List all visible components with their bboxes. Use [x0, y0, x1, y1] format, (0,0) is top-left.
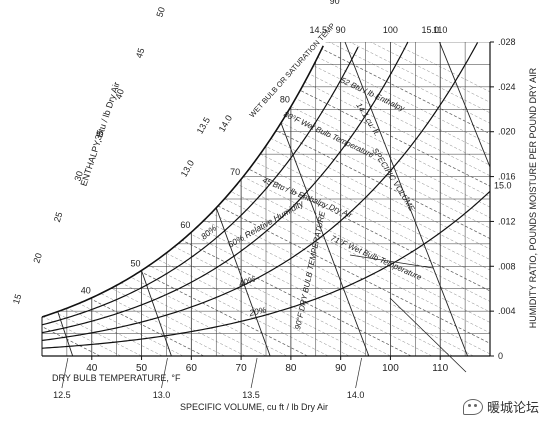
enthalpy-line: [42, 238, 225, 356]
saturation-temp-label: 50: [131, 258, 141, 268]
enthalpy-line: [42, 301, 101, 356]
top-label: 14.5: [310, 25, 328, 35]
y-tick-label: .020: [498, 127, 516, 137]
volume-leader: [250, 357, 258, 389]
saturation-temp-label: 80: [280, 95, 290, 105]
x-tick-label: 70: [236, 363, 248, 374]
rh-curve-80: [41, 46, 359, 326]
top-label: 90: [336, 25, 346, 35]
volume-bottom-label: 14.0: [347, 390, 365, 400]
enthalpy-line: [42, 102, 490, 356]
top-label: 15.0: [422, 25, 440, 35]
top-label: 100: [383, 25, 398, 35]
volume-leader: [61, 357, 69, 389]
volume-line: [420, 42, 490, 356]
enthalpy-line: [42, 42, 490, 356]
enthalpy-line: [42, 42, 490, 356]
enthalpy-line: [42, 290, 121, 356]
volume-leader: [355, 357, 362, 389]
enthalpy-label: 25: [52, 211, 65, 224]
x-tick-label: 50: [136, 363, 148, 374]
y-tick-label: .016: [498, 172, 516, 182]
y-tick-label: .008: [498, 261, 516, 271]
enthalpy-label: 15: [11, 293, 24, 306]
enthalpy-line: [42, 280, 142, 356]
enthalpy-line: [42, 42, 490, 356]
enthalpy-label: 20: [31, 252, 44, 265]
saturation-temp-label: 90: [330, 0, 340, 6]
saturation-curve: [41, 45, 324, 318]
x-axis-title: DRY BULB TEMPERATURE, °F: [52, 373, 181, 383]
x-tick-label: 110: [432, 363, 448, 374]
enthalpy-label: 45: [134, 47, 147, 60]
enthalpy-line: [42, 217, 267, 356]
annotation-enthalpy: 52 Btu / lb Enthalpy: [339, 76, 407, 114]
rh-curve-20: [41, 190, 491, 349]
enthalpy-line: [42, 91, 490, 356]
rh-label-20: 20%: [247, 305, 267, 319]
y-tick-label: .024: [498, 82, 516, 92]
enthalpy-line: [42, 154, 391, 356]
y-axis-title: HUMIDITY RATIO, POUNDS MOISTURE PER POUN…: [528, 67, 538, 328]
x-tick-label: 80: [285, 363, 297, 374]
x-tick-label: 40: [86, 363, 98, 374]
rh-curve-40: [41, 42, 479, 342]
y-tick-label: .028: [498, 37, 516, 47]
volume-bottom-label: 12.5: [53, 390, 71, 400]
enthalpy-label: 30: [72, 170, 85, 183]
chat-bubble-icon: [462, 398, 483, 415]
volume-diagonal-label: 13.0: [179, 158, 196, 178]
volume-bottom-label: 13.5: [242, 390, 260, 400]
y-tick-label: 0: [498, 351, 503, 361]
volume-leader: [161, 357, 168, 389]
enthalpy-line: [42, 186, 329, 356]
watermark-text: 暖城论坛: [486, 400, 539, 415]
enthalpy-line: [42, 42, 490, 356]
annotation-volume: 14.1 cu. ft.: [354, 101, 381, 137]
enthalpy-label: 50: [154, 6, 167, 19]
enthalpy-line: [42, 123, 453, 356]
enthalpy-label: 40: [113, 88, 126, 101]
watermark: 暖城论坛: [462, 397, 539, 416]
volume-axis-title: SPECIFIC VOLUME, cu ft / lb Dry Air: [180, 402, 328, 412]
saturation-temp-label: 40: [81, 286, 91, 296]
enthalpy-line: [42, 227, 246, 356]
annotation-wetbulb: 71°F Wet Bulb Temperature: [329, 234, 423, 283]
volume-diagonal-label: 14.0: [217, 113, 234, 133]
volume-diagonal-label: 13.5: [195, 115, 212, 135]
enthalpy-line: [42, 175, 350, 356]
top-label: 110: [433, 25, 447, 35]
y-tick-label: .012: [498, 216, 516, 226]
enthalpy-line: [42, 259, 184, 356]
enthalpy-line: [42, 42, 490, 356]
annotation-drybulb: 90°F DRY BULB TEMPERATURE: [293, 210, 327, 331]
enthalpy-label: 35: [93, 129, 106, 142]
enthalpy-line: [42, 42, 490, 356]
enthalpy-line: [42, 42, 490, 356]
x-tick-label: 60: [186, 363, 198, 374]
annotation-leader: [389, 297, 467, 373]
annotation-leader: [349, 254, 434, 269]
right-label: 15.0: [494, 181, 512, 191]
enthalpy-line: [42, 248, 204, 356]
enthalpy-line: [42, 133, 433, 356]
enthalpy-line: [42, 60, 490, 356]
volume-bottom-label: 13.0: [153, 390, 171, 400]
rh-label-40: 40%: [237, 274, 257, 289]
enthalpy-line: [42, 42, 490, 356]
x-tick-label: 90: [335, 363, 347, 374]
enthalpy-line: [42, 196, 308, 356]
x-tick-label: 100: [382, 363, 399, 374]
saturation-temp-label: 60: [180, 220, 190, 230]
enthalpy-line: [42, 269, 163, 356]
saturation-temp-label: 70: [230, 167, 240, 177]
y-tick-label: .004: [498, 306, 516, 316]
rh-curve-60: [41, 41, 409, 334]
volume-line: [327, 42, 469, 356]
enthalpy-line: [42, 42, 490, 356]
enthalpy-line: [42, 42, 490, 356]
